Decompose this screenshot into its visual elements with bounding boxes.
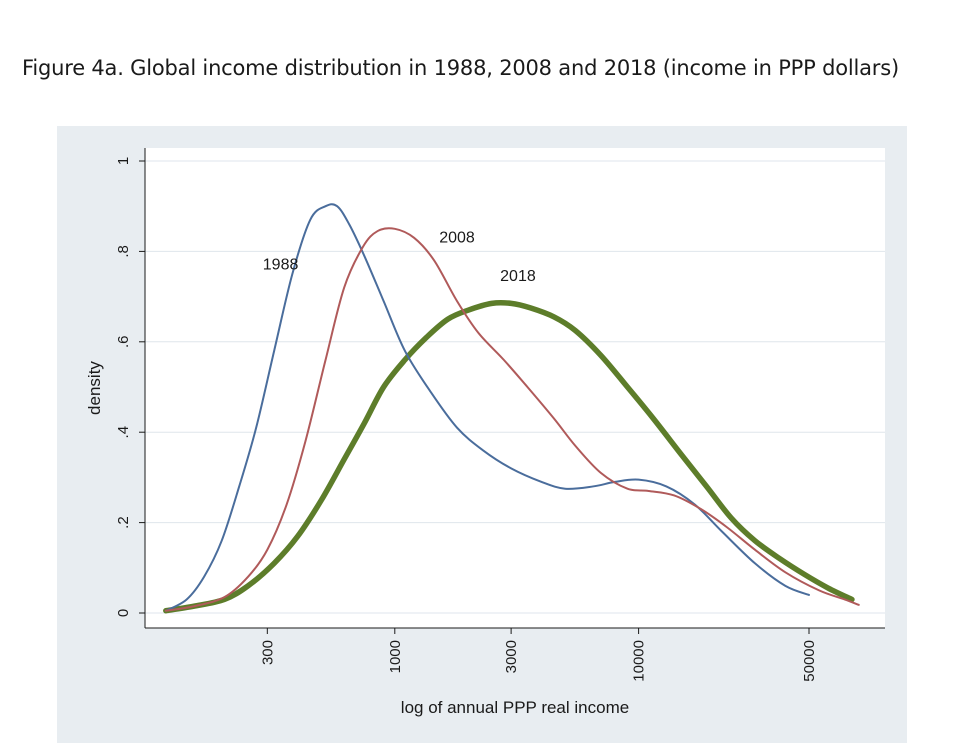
series-labels: 1988 2008 2018 [263, 229, 536, 284]
x-tick-label: 3000 [503, 640, 520, 673]
x-tick-label: 1000 [387, 640, 404, 673]
chart-panel: 0 .2 .4 .6 .8 1 300 1000 3000 10000 50000 1988 2008… [57, 126, 907, 743]
y-tick-label: .2 [115, 516, 132, 529]
x-tick-label: 10000 [631, 640, 648, 682]
x-tick-label: 300 [259, 640, 276, 665]
y-axis-title: density [85, 361, 104, 415]
series-lines [163, 203, 860, 614]
series-label-2018: 2018 [500, 268, 536, 285]
y-tick-label: .8 [115, 245, 132, 258]
axes: 0 .2 .4 .6 .8 1 300 1000 3000 10000 50000 [115, 148, 885, 682]
series-line-1988 [164, 203, 810, 612]
y-tick-label: .6 [115, 336, 132, 349]
series-label-1988: 1988 [263, 256, 299, 273]
figure-title: Figure 4a. Global income distribution in… [22, 56, 899, 80]
series-line-2018 [163, 299, 855, 614]
series-label-2008: 2008 [439, 229, 475, 246]
y-tick-label: .4 [115, 426, 132, 439]
series-line-2008 [164, 227, 860, 612]
density-chart: 0 .2 .4 .6 .8 1 300 1000 3000 10000 50000 1988 2008… [85, 148, 885, 717]
x-axis-title: log of annual PPP real income [401, 698, 629, 717]
x-tick-label: 50000 [801, 640, 818, 682]
gridlines [145, 160, 885, 614]
y-tick-label: 0 [115, 609, 132, 617]
y-tick-label: 1 [115, 157, 132, 165]
